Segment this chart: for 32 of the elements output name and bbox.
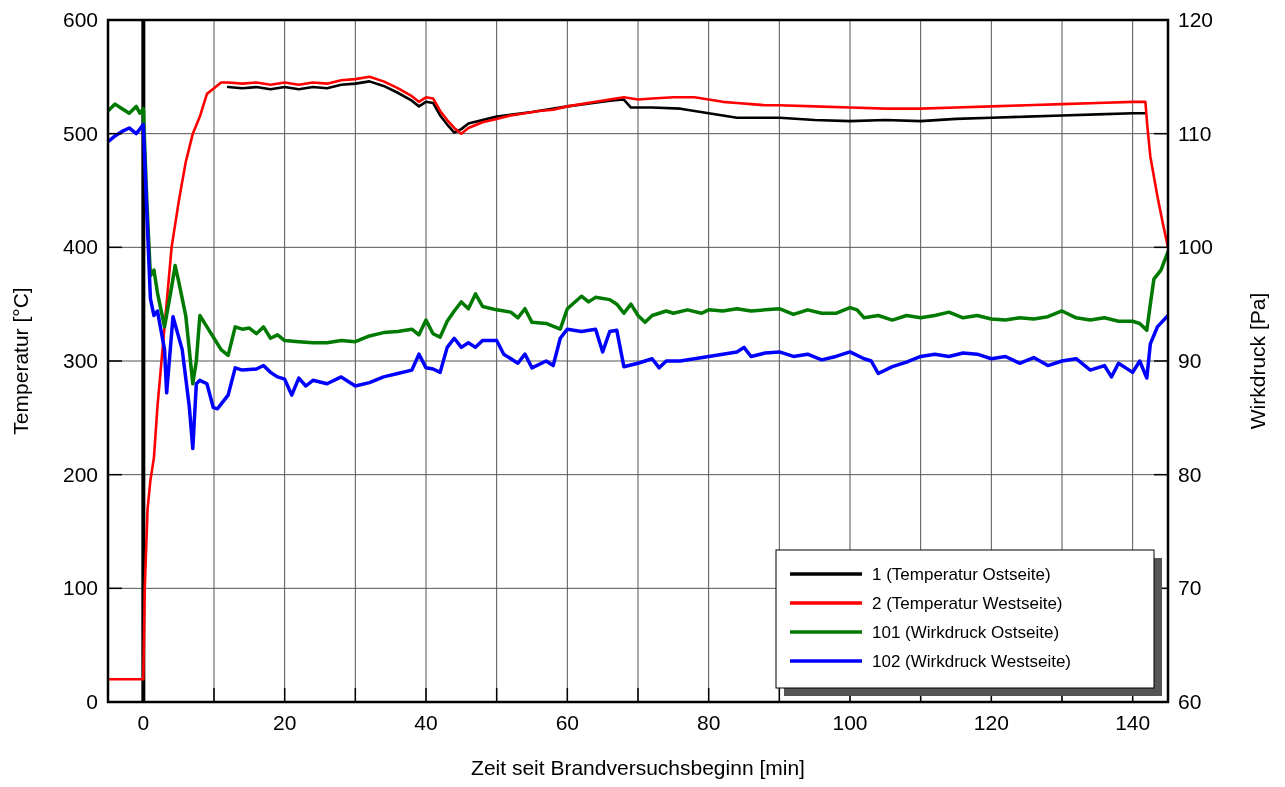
legend-label: 1 (Temperatur Ostseite): [872, 565, 1051, 584]
legend-label: 2 (Temperatur Westseite): [872, 594, 1063, 613]
y2-tick-label: 80: [1178, 462, 1202, 486]
x-tick-label: 0: [137, 711, 150, 734]
y-tick-label: 600: [62, 8, 98, 31]
y-tick-label: 200: [62, 462, 98, 486]
x-tick-label: 60: [555, 711, 580, 734]
y2-tick-label: 120: [1178, 8, 1214, 31]
line-series: [108, 75, 1168, 681]
y2-tick-label: 60: [1178, 690, 1202, 713]
y-axis-title: Temperatur [°C]: [9, 287, 32, 435]
legend-label: 101 (Wirkdruck Ostseite): [872, 623, 1060, 642]
y2-tick-label: 70: [1178, 576, 1202, 600]
x-tick-label: 100: [832, 711, 868, 734]
y-tick-label: 500: [62, 121, 98, 145]
y-tick-label: 100: [62, 576, 98, 600]
line-series: [108, 122, 1168, 451]
x-axis-title: Zeit seit Brandversuchsbeginn [min]: [471, 756, 805, 779]
y2-axis-title: Wirkdruck [Pa]: [1246, 292, 1269, 430]
y2-tick-label: 90: [1178, 349, 1202, 372]
y-tick-label: 0: [86, 690, 98, 713]
y-tick-label: 300: [62, 349, 98, 372]
x-tick-label: 20: [272, 711, 297, 734]
y2-tick-label: 110: [1178, 121, 1212, 145]
x-tick-label: 40: [414, 711, 438, 734]
y2-tick-label: 100: [1178, 235, 1214, 259]
legend-label: 102 (Wirkdruck Westseite): [872, 652, 1072, 671]
x-tick-label: 80: [696, 711, 721, 734]
y-tick-label: 400: [62, 235, 98, 259]
x-tick-label: 120: [973, 711, 1009, 734]
line-series: [108, 102, 1168, 386]
x-tick-label: 140: [1115, 711, 1151, 734]
